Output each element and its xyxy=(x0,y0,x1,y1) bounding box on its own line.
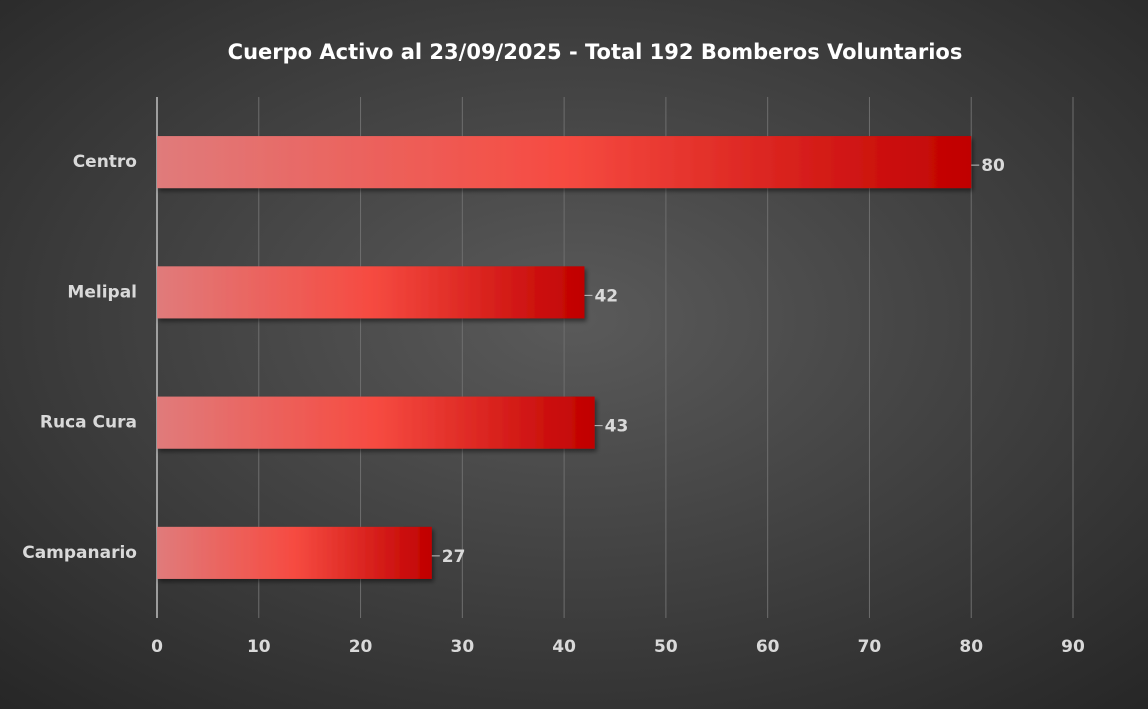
x-tick-label: 40 xyxy=(552,637,576,657)
bar xyxy=(157,136,972,189)
data-label: 80 xyxy=(981,156,1005,176)
bar xyxy=(157,266,585,319)
x-tick-label: 70 xyxy=(858,637,882,657)
x-tick-label: 60 xyxy=(756,637,780,657)
y-tick-label: Melipal xyxy=(67,282,137,302)
y-tick-label: Campanario xyxy=(22,543,137,563)
bar xyxy=(157,526,432,579)
chart-title: Cuerpo Activo al 23/09/2025 - Total 192 … xyxy=(228,40,963,64)
x-tick-label: 90 xyxy=(1061,637,1085,657)
data-label: 42 xyxy=(594,286,618,306)
x-tick-label: 0 xyxy=(151,637,163,657)
x-tick-label: 50 xyxy=(654,637,678,657)
x-tick-label: 10 xyxy=(247,637,271,657)
x-tick-label: 80 xyxy=(959,637,983,657)
y-tick-label: Ruca Cura xyxy=(40,413,137,433)
x-tick-label: 30 xyxy=(450,637,474,657)
data-label: 43 xyxy=(605,417,629,437)
bar xyxy=(157,396,595,449)
y-tick-label: Centro xyxy=(73,152,137,172)
data-label: 27 xyxy=(442,547,466,567)
x-tick-label: 20 xyxy=(349,637,373,657)
